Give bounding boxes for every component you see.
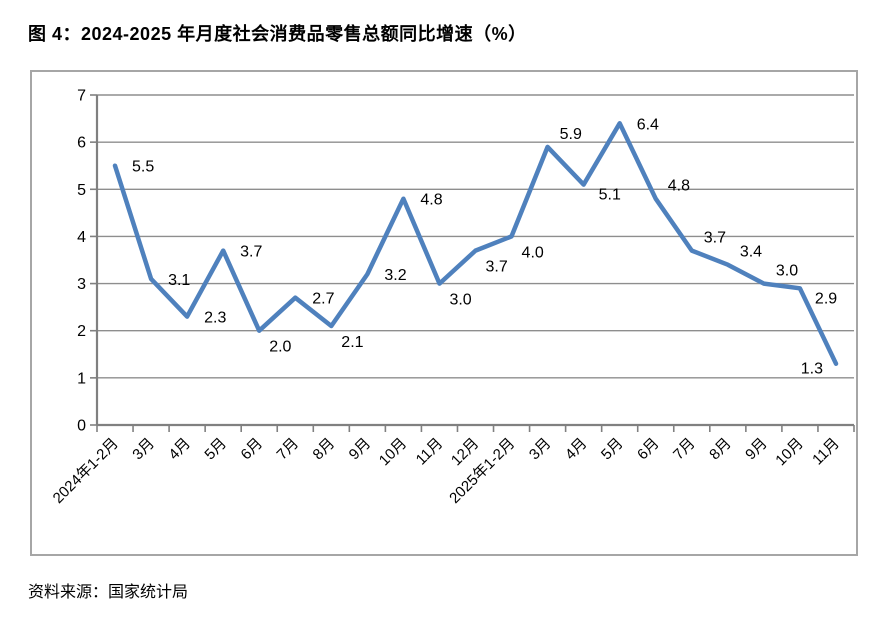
x-axis-label: 10月: [772, 435, 806, 469]
y-axis-tick-label: 2: [77, 323, 86, 340]
x-axis-label: 4月: [165, 435, 194, 464]
x-axis-label: 5月: [598, 435, 627, 464]
y-axis-tick-label: 5: [77, 182, 86, 199]
x-axis-label: 9月: [346, 435, 375, 464]
x-axis-label: 3月: [526, 435, 555, 464]
data-label: 2.7: [312, 291, 334, 308]
y-axis-tick-label: 7: [77, 88, 86, 105]
data-label: 4.0: [522, 244, 544, 261]
x-axis-label: 11月: [809, 435, 843, 469]
data-label: 4.8: [668, 178, 690, 195]
source-note: 资料来源：国家统计局: [28, 584, 189, 601]
x-axis-label: 6月: [238, 435, 267, 464]
data-label: 3.1: [168, 272, 190, 289]
y-axis-tick-label: 4: [77, 229, 86, 246]
data-label: 5.1: [599, 187, 621, 204]
data-label: 3.2: [384, 267, 406, 284]
x-axis-label: 8月: [706, 435, 735, 464]
data-label: 2.1: [341, 334, 363, 351]
data-label: 2.9: [815, 290, 837, 307]
data-label: 5.5: [132, 159, 154, 176]
x-axis-label: 8月: [310, 435, 339, 464]
data-label: 3.7: [704, 230, 726, 247]
y-axis-tick-label: 1: [77, 370, 86, 387]
y-axis-tick-label: 0: [77, 418, 86, 435]
x-axis-label: 7月: [274, 435, 303, 464]
data-label: 6.4: [637, 116, 659, 133]
data-label: 3.7: [240, 244, 262, 261]
x-axis-label: 11月: [413, 435, 447, 469]
x-axis-label: 3月: [129, 435, 158, 464]
y-axis-tick-label: 6: [77, 135, 86, 152]
figure-title: 图 4：2024-2025 年月度社会消费品零售总额同比增速（%）: [28, 24, 527, 44]
data-label: 2.0: [269, 339, 291, 356]
data-label: 5.9: [560, 126, 582, 143]
chart-frame: 0 1 2 3 4 5 6 7 5.5 3.1 2.3 3.7 2.0 2.7 2.1 3.2 4.8 3.0 3.…: [30, 70, 858, 556]
x-axis-label: 9月: [742, 435, 771, 464]
y-axis-tick-label: 3: [77, 276, 86, 293]
retail-growth-line-chart: 0 1 2 3 4 5 6 7 5.5 3.1 2.3 3.7 2.0 2.7 2.1 3.2 4.8 3.0 3.…: [50, 88, 855, 507]
data-label: 3.0: [776, 263, 798, 280]
series-line: [112, 121, 839, 366]
x-axis-label: 6月: [634, 435, 663, 464]
x-axis-label: 4月: [562, 435, 591, 464]
data-label: 3.7: [486, 259, 508, 276]
data-label: 3.0: [449, 292, 471, 309]
x-axis-label: 10月: [376, 435, 410, 469]
x-axis-label: 7月: [670, 435, 699, 464]
x-axis-label: 5月: [201, 435, 230, 464]
data-label: 4.8: [420, 192, 442, 209]
data-label: 2.3: [204, 310, 226, 327]
x-axis-label: 2024年1-2月: [50, 435, 122, 507]
data-label: 1.3: [801, 361, 823, 378]
data-label: 3.4: [740, 244, 762, 261]
x-axis-label: 2025年1-2月: [446, 435, 518, 507]
